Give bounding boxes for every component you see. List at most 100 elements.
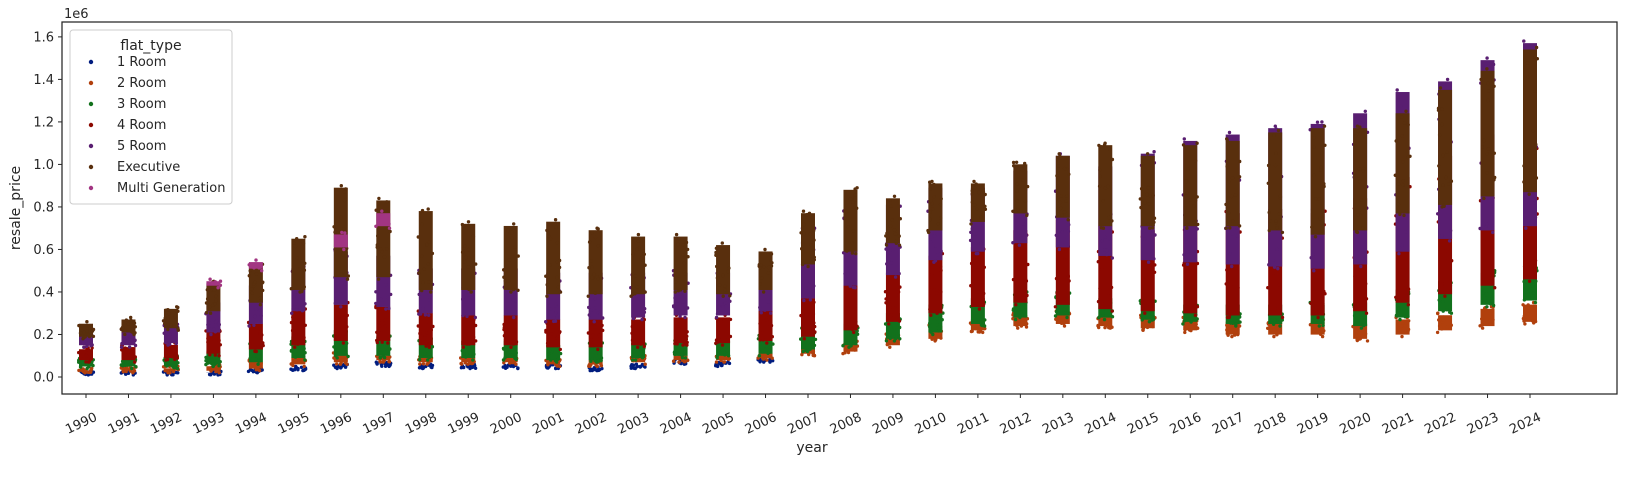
data-point — [1485, 322, 1489, 326]
data-point — [120, 359, 125, 364]
legend-entry: 2 Room — [117, 76, 166, 91]
data-point — [850, 241, 854, 245]
data-point — [596, 359, 600, 364]
data-point — [1150, 324, 1154, 328]
data-point — [1096, 299, 1101, 304]
data-point — [934, 291, 939, 295]
data-point — [1067, 172, 1071, 176]
data-point — [426, 358, 430, 362]
data-point — [1023, 305, 1027, 309]
data-point — [1147, 273, 1151, 277]
data-point — [768, 319, 772, 324]
data-point — [1187, 328, 1192, 332]
data-point — [1106, 294, 1111, 298]
data-point — [931, 336, 935, 341]
data-point — [169, 368, 173, 372]
data-point — [1234, 225, 1239, 230]
data-point — [1319, 168, 1323, 172]
data-point — [501, 346, 506, 351]
data-point — [758, 360, 762, 364]
data-point — [1103, 235, 1107, 239]
data-point — [1238, 320, 1242, 324]
x-tick-label: 1991 — [106, 410, 142, 438]
data-point — [206, 340, 210, 344]
strip-band — [970, 247, 985, 307]
data-point — [1193, 198, 1198, 203]
data-point — [343, 231, 347, 235]
data-point — [1106, 184, 1110, 189]
data-point — [1439, 325, 1443, 330]
data-point — [1236, 332, 1240, 337]
data-point — [1531, 291, 1536, 295]
data-point — [1060, 213, 1064, 217]
data-point — [1400, 134, 1405, 138]
data-point — [83, 339, 88, 343]
data-point — [1195, 317, 1199, 321]
data-point — [250, 291, 254, 295]
y-axis: 0.00.20.40.60.81.01.21.41.6 — [33, 30, 62, 385]
data-point — [213, 302, 217, 306]
data-point — [1054, 317, 1058, 321]
data-point — [1360, 210, 1364, 215]
data-point — [673, 296, 677, 300]
data-point — [84, 354, 89, 358]
data-point — [1440, 122, 1444, 127]
data-point — [1358, 337, 1363, 341]
data-point — [673, 280, 678, 284]
data-point — [339, 324, 343, 329]
data-point — [1266, 181, 1271, 185]
data-point — [1277, 283, 1281, 287]
data-point — [554, 302, 558, 306]
data-point — [1145, 322, 1150, 327]
data-point — [589, 340, 593, 345]
data-point — [249, 287, 254, 291]
data-point — [257, 266, 261, 270]
data-point — [254, 272, 259, 276]
data-point — [1054, 233, 1059, 237]
data-point — [427, 313, 431, 317]
data-point — [757, 354, 762, 358]
data-point — [641, 249, 645, 253]
data-point — [87, 359, 91, 364]
data-point — [516, 288, 520, 292]
data-point — [247, 274, 251, 278]
data-point — [248, 356, 252, 360]
data-point — [1362, 323, 1366, 328]
data-point — [1182, 253, 1186, 257]
data-point — [1238, 315, 1242, 319]
data-point — [1273, 163, 1278, 168]
data-point — [466, 328, 470, 332]
data-point — [1526, 306, 1530, 310]
data-point — [973, 302, 978, 307]
data-point — [1361, 230, 1366, 234]
x-tick-label: 2019 — [1295, 410, 1331, 438]
data-point — [1311, 318, 1316, 322]
data-point — [299, 325, 303, 329]
data-point — [1054, 310, 1059, 314]
strip-band — [206, 332, 221, 354]
data-point — [1184, 273, 1188, 278]
data-point — [374, 224, 378, 228]
data-point — [217, 322, 221, 327]
data-point — [1059, 194, 1064, 198]
data-point — [629, 364, 633, 368]
data-point — [473, 366, 478, 370]
data-point — [1393, 173, 1398, 177]
data-point — [1184, 179, 1188, 184]
data-point — [930, 273, 934, 277]
data-point — [424, 339, 428, 344]
data-point — [258, 303, 263, 307]
data-point — [800, 352, 804, 357]
data-point — [1266, 163, 1271, 168]
data-point — [928, 307, 932, 311]
data-point — [1110, 309, 1114, 313]
data-point — [894, 336, 898, 341]
data-point — [332, 225, 336, 229]
data-point — [418, 312, 423, 316]
data-point — [884, 243, 889, 247]
data-point — [1097, 315, 1101, 320]
strip-band — [333, 234, 348, 248]
data-point — [812, 353, 817, 358]
data-point — [1185, 191, 1189, 195]
